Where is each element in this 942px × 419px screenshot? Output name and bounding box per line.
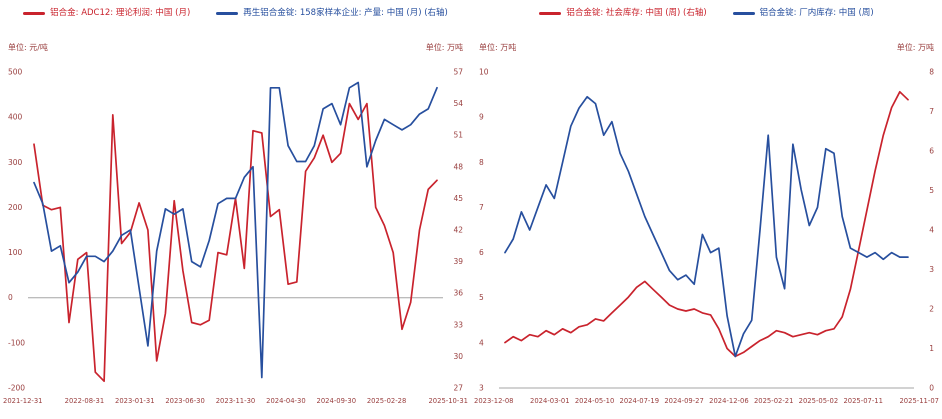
series-line bbox=[33, 81, 438, 379]
legend-item: 再生铝合金锭: 158家样本企业: 产量: 中国 (月) (右轴) bbox=[216, 8, 448, 18]
right-axis-tick-label: 1 bbox=[929, 344, 934, 353]
inventory-chart-panel: 铝合金锭: 社会库存: 中国 (周) (右轴) 铝合金锭: 厂内库存: 中国 (周… bbox=[471, 0, 942, 419]
right-axis-tick-label: 54 bbox=[453, 99, 463, 108]
left-axis-tick-label: 400 bbox=[8, 113, 23, 122]
left-axis-tick-label: 8 bbox=[479, 158, 484, 167]
legend-label: 再生铝合金锭: 158家样本企业: 产量: 中国 (月) (右轴) bbox=[243, 8, 448, 18]
right-axis-tick-label: 51 bbox=[453, 131, 463, 140]
x-axis-tick-label: 2022-08-31 bbox=[65, 397, 105, 405]
x-axis-tick-label: 2023-06-30 bbox=[165, 397, 205, 405]
right-axis-tick-label: 4 bbox=[929, 226, 934, 235]
x-axis-tick-label: 2024-03-01 bbox=[530, 397, 570, 405]
right-axis-tick-label: 39 bbox=[453, 257, 463, 266]
legend-label: 铝合金锭: 厂内库存: 中国 (周) bbox=[759, 8, 874, 18]
chart-legend: 铝合金: ADC12: 理论利润: 中国 (月) 再生铝合金锭: 158家样本企业… bbox=[0, 8, 471, 18]
left-axis-tick-label: -200 bbox=[8, 384, 25, 393]
right-axis-tick-label: 30 bbox=[453, 352, 463, 361]
right-axis-tick-label: 8 bbox=[929, 68, 934, 77]
right-axis-tick-label: 6 bbox=[929, 147, 934, 156]
x-axis-tick-label: 2023-01-31 bbox=[115, 397, 155, 405]
x-axis-tick-label: 2024-04-30 bbox=[266, 397, 306, 405]
x-axis-tick-label: 2024-12-06 bbox=[709, 397, 749, 405]
left-axis-tick-label: 3 bbox=[479, 384, 484, 393]
right-axis-tick-label: 7 bbox=[929, 107, 934, 116]
right-axis-unit-label: 单位: 万吨 bbox=[425, 43, 463, 52]
right-axis-tick-label: 3 bbox=[929, 265, 934, 274]
left-axis-tick-label: 9 bbox=[479, 113, 484, 122]
right-axis-tick-label: 27 bbox=[453, 384, 463, 393]
legend-item: 铝合金锭: 社会库存: 中国 (周) (右轴) bbox=[539, 8, 707, 18]
series-line bbox=[504, 90, 909, 358]
right-axis-tick-label: 48 bbox=[453, 162, 463, 171]
legend-label: 铝合金: ADC12: 理论利润: 中国 (月) bbox=[50, 8, 191, 18]
x-axis-tick-label: 2025-02-21 bbox=[754, 397, 794, 405]
left-axis-tick-label: 5 bbox=[479, 293, 484, 302]
x-axis-tick-label: 2024-05-10 bbox=[575, 397, 615, 405]
legend-item: 铝合金锭: 厂内库存: 中国 (周) bbox=[732, 8, 874, 18]
right-axis-tick-label: 45 bbox=[453, 194, 463, 203]
right-axis-tick-label: 57 bbox=[453, 68, 463, 77]
legend-item: 铝合金: ADC12: 理论利润: 中国 (月) bbox=[23, 8, 190, 18]
left-axis-tick-label: 500 bbox=[8, 68, 23, 77]
x-axis-tick-label: 2023-11-30 bbox=[216, 397, 256, 405]
left-axis-tick-label: 7 bbox=[479, 203, 484, 212]
x-axis-tick-label: 2025-02-28 bbox=[367, 397, 407, 405]
x-axis-tick-label: 2025-07-11 bbox=[843, 397, 883, 405]
legend-line-swatch bbox=[23, 11, 46, 15]
right-axis-tick-label: 36 bbox=[453, 289, 463, 298]
profit-production-line-chart: 500 400 300 200 100 0 -100 -200 57 54 51 48 45 42 39 36… bbox=[3, 68, 468, 406]
left-axis-tick-label: 100 bbox=[8, 248, 23, 257]
x-axis-tick-label: 2023-12-08 bbox=[474, 397, 514, 405]
right-axis-unit-label: 单位: 万吨 bbox=[896, 43, 934, 52]
right-axis-tick-label: 2 bbox=[929, 305, 934, 314]
left-axis-tick-label: 4 bbox=[479, 338, 484, 347]
right-axis-tick-label: 33 bbox=[453, 320, 463, 329]
left-axis-tick-label: 10 bbox=[479, 68, 489, 77]
x-axis-tick-label: 2024-09-30 bbox=[317, 397, 357, 405]
legend-line-swatch bbox=[539, 11, 562, 15]
left-axis-tick-label: 6 bbox=[479, 248, 484, 257]
chart-legend: 铝合金锭: 社会库存: 中国 (周) (右轴) 铝合金锭: 厂内库存: 中国 (周… bbox=[471, 8, 942, 18]
right-axis-tick-label: 42 bbox=[453, 226, 463, 235]
right-axis-tick-label: 0 bbox=[929, 384, 934, 393]
profit-production-chart-panel: 铝合金: ADC12: 理论利润: 中国 (月) 再生铝合金锭: 158家样本企业… bbox=[0, 8, 471, 406]
series-line bbox=[33, 102, 438, 383]
legend-line-swatch bbox=[732, 11, 755, 15]
x-axis-tick-label: 2021-12-31 bbox=[3, 397, 43, 405]
x-axis-tick-label: 2025-10-31 bbox=[428, 397, 468, 405]
left-axis-tick-label: 300 bbox=[8, 158, 23, 167]
series-line bbox=[504, 95, 909, 358]
left-axis-unit-label: 单位: 元/吨 bbox=[8, 43, 48, 52]
legend-label: 铝合金锭: 社会库存: 中国 (周) (右轴) bbox=[566, 8, 707, 18]
x-axis-tick-label: 2025-05-02 bbox=[799, 397, 839, 405]
left-axis-tick-label: -100 bbox=[8, 338, 25, 347]
x-axis-tick-label: 2025-11-07 bbox=[899, 397, 939, 405]
left-axis-tick-label: 0 bbox=[8, 293, 13, 302]
x-axis-tick-label: 2024-09-27 bbox=[664, 397, 704, 405]
x-axis-tick-label: 2024-07-19 bbox=[620, 397, 660, 405]
left-axis-unit-label: 单位: 万吨 bbox=[479, 43, 517, 52]
left-axis-tick-label: 200 bbox=[8, 203, 23, 212]
right-axis-tick-label: 5 bbox=[929, 186, 934, 195]
legend-line-swatch bbox=[216, 11, 239, 15]
